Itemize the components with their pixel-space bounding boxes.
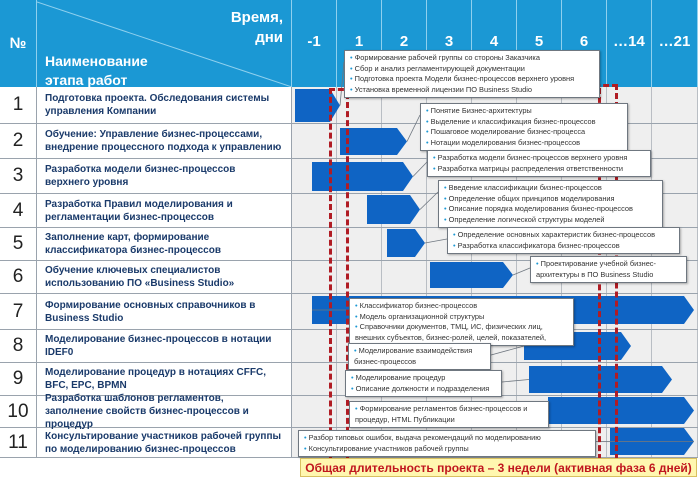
- stage-title: Консультирование участников рабочей груп…: [37, 428, 292, 457]
- name-label-2: этапа работ: [45, 72, 128, 88]
- callout-item: Введение классификации бизнес-процессов: [444, 183, 657, 194]
- callout-item: Формирование рабочей группы со стороны З…: [350, 53, 594, 64]
- callout-box: Определение основных характеристик бизне…: [447, 227, 680, 254]
- callout-item: Формирование регламентов бизнес-процессо…: [355, 404, 543, 425]
- timeline-cell: [337, 261, 382, 293]
- stage-title: Подготовка проекта. Обследования системы…: [37, 87, 292, 123]
- stage-column-header: Время, дни Наименование этапа работ: [37, 0, 292, 88]
- stage-title: Моделирование бизнес-процессов в нотации…: [37, 330, 292, 362]
- callout-item: Разбор типовых ошибок, выдача рекомендац…: [304, 433, 590, 444]
- callout-item: Модель организационной структуры: [355, 312, 568, 323]
- gantt-bar: [367, 195, 420, 224]
- callout-item: Сбор и анализ регламентирующей документа…: [350, 64, 594, 75]
- gantt-bar: [340, 128, 407, 155]
- callout-item: Описание должности и подразделения: [351, 384, 496, 395]
- day-column-header: -1: [292, 0, 337, 87]
- row-number: 9: [0, 363, 37, 395]
- callout-item: Подготовка проекта Модели бизнес-процесс…: [350, 74, 594, 85]
- callout-item: Выделение и классификация бизнес-процесс…: [426, 117, 622, 128]
- row-number: 4: [0, 194, 37, 227]
- row-number: 7: [0, 294, 37, 329]
- callout-box: Формирование рабочей группы со стороны З…: [344, 50, 600, 98]
- row-number: 11: [0, 428, 37, 457]
- row-number: 6: [0, 261, 37, 293]
- day-column-header: …21: [652, 0, 698, 87]
- callout-item: Определение общих принципов моделировани…: [444, 194, 657, 205]
- callout-box: Разбор типовых ошибок, выдача рекомендац…: [298, 430, 596, 457]
- gantt-bar: [295, 89, 340, 122]
- callout-item: Понятие Бизнес-архитектуры: [426, 106, 622, 117]
- callout-box: Понятие Бизнес-архитектурыВыделение и кл…: [420, 103, 628, 151]
- callout-leader: [501, 379, 530, 383]
- callout-leader: [512, 267, 531, 276]
- callout-item: Определение основных характеристик бизне…: [453, 230, 674, 241]
- callout-box: Введение классификации бизнес-процессовО…: [438, 180, 663, 228]
- callout-item: Нотации моделирования бизнес-процессов: [426, 138, 622, 149]
- callout-box: Формирование регламентов бизнес-процессо…: [349, 401, 549, 428]
- callout-item: Консультирование участников рабочей груп…: [304, 444, 590, 455]
- day-column-header: …14: [607, 0, 652, 87]
- row-number: 10: [0, 396, 37, 427]
- gantt-bar: [548, 397, 694, 424]
- timeline-cell: [652, 124, 698, 158]
- callout-leader: [490, 345, 525, 356]
- stage-title: Обучение ключевых специалистов использов…: [37, 261, 292, 293]
- stage-title: Разработка Правил моделирования и реглам…: [37, 194, 292, 227]
- callout-item: Установка временной лицензии ПО Business…: [350, 85, 594, 96]
- stage-title: Разработка шаблонов регламентов, заполне…: [37, 393, 292, 430]
- time-label-2: дни: [255, 29, 283, 46]
- timeline-cell: [652, 87, 698, 123]
- name-label-1: Наименование: [45, 53, 148, 69]
- row-number: 8: [0, 330, 37, 362]
- stage-title: Формирование основных справочников в Bus…: [37, 294, 292, 329]
- gantt-bar: [430, 262, 513, 288]
- callout-box: Проектирование учебной бизнес-архитектур…: [530, 256, 687, 283]
- callout-box: Разработка модели бизнес-процессов верхн…: [427, 150, 651, 177]
- callout-item: Проектирование учебной бизнес-архитектур…: [536, 259, 681, 280]
- callout-box: Моделирование процедурОписание должности…: [345, 370, 502, 397]
- callout-item: Разработка модели бизнес-процессов верхн…: [433, 153, 645, 164]
- stage-title: Разработка модели бизнес-процессов верхн…: [37, 159, 292, 193]
- callout-leader: [419, 191, 439, 210]
- row-number: 3: [0, 159, 37, 193]
- stage-title: Заполнение карт, формирование классифика…: [37, 228, 292, 260]
- stage-title: Моделирование процедур в нотациях CFFC, …: [37, 363, 292, 395]
- callout-item: Моделирование взаимодействия бизнес-проц…: [354, 346, 485, 367]
- project-duration-banner: Общая длительность проекта – 3 недели (а…: [300, 458, 697, 477]
- callout-item: Пошаговое моделирование бизнес-процесса: [426, 127, 622, 138]
- timeline-cell: [382, 261, 427, 293]
- row-number: 1: [0, 87, 37, 123]
- number-column-header: №: [0, 0, 37, 87]
- time-label-1: Время,: [230, 9, 283, 26]
- timeline-cell: [652, 330, 698, 362]
- callout-item: Справочники документов, ТМЦ, ИС, физичес…: [355, 322, 568, 343]
- callout-box: Моделирование взаимодействия бизнес-проц…: [348, 343, 491, 370]
- row-number: 5: [0, 228, 37, 260]
- callout-item: Определение логической структуры моделей: [444, 215, 657, 226]
- callout-leader: [424, 238, 448, 244]
- callout-item: Разработка матрицы распределения ответст…: [433, 164, 645, 175]
- callout-leader: [406, 114, 421, 142]
- callout-leader: [339, 61, 345, 106]
- callout-box: Классификатор бизнес-процессовМодель орг…: [349, 298, 574, 346]
- callout-leader: [412, 161, 428, 177]
- stage-title: Обучение: Управление бизнес-процессами, …: [37, 124, 292, 158]
- callout-item: Классификатор бизнес-процессов: [355, 301, 568, 312]
- timeline-cell: [337, 228, 382, 260]
- callout-item: Моделирование процедур: [351, 373, 496, 384]
- row-number: 2: [0, 124, 37, 158]
- callout-item: Разработка классификатора бизнес-процесс…: [453, 241, 674, 252]
- gantt-bar: [312, 162, 413, 191]
- callout-item: Описание порядка моделирования бизнес-пр…: [444, 204, 657, 215]
